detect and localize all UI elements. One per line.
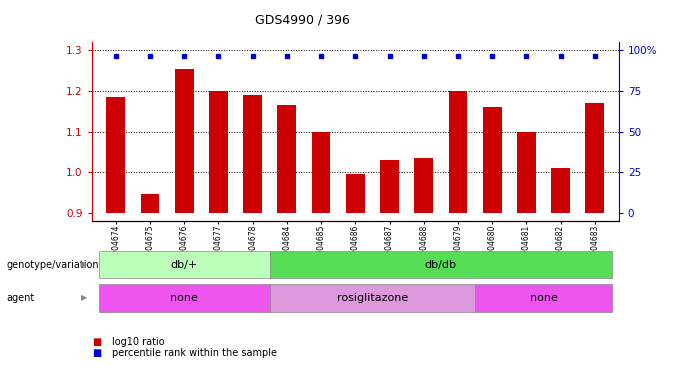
- Text: agent: agent: [7, 293, 35, 303]
- Bar: [517, 131, 536, 213]
- Bar: [243, 95, 262, 213]
- Text: ▶: ▶: [80, 293, 87, 303]
- Text: percentile rank within the sample: percentile rank within the sample: [112, 348, 277, 358]
- Text: ■: ■: [92, 348, 101, 358]
- Text: GDS4990 / 396: GDS4990 / 396: [255, 14, 350, 27]
- Bar: [106, 97, 125, 213]
- Bar: [380, 160, 399, 213]
- Bar: [141, 194, 159, 213]
- Bar: [585, 103, 605, 213]
- Text: log10 ratio: log10 ratio: [112, 337, 165, 347]
- Bar: [483, 107, 502, 213]
- Bar: [209, 91, 228, 213]
- Text: db/+: db/+: [171, 260, 198, 270]
- Bar: [175, 69, 194, 213]
- Bar: [311, 131, 330, 213]
- Text: none: none: [170, 293, 198, 303]
- Bar: [551, 168, 570, 213]
- Text: db/db: db/db: [425, 260, 457, 270]
- Text: genotype/variation: genotype/variation: [7, 260, 99, 270]
- Bar: [449, 91, 467, 213]
- Text: ▶: ▶: [80, 260, 87, 269]
- Text: ■: ■: [92, 337, 101, 347]
- Bar: [414, 158, 433, 213]
- Bar: [346, 174, 364, 213]
- Bar: [277, 105, 296, 213]
- Text: rosiglitazone: rosiglitazone: [337, 293, 408, 303]
- Text: none: none: [530, 293, 558, 303]
